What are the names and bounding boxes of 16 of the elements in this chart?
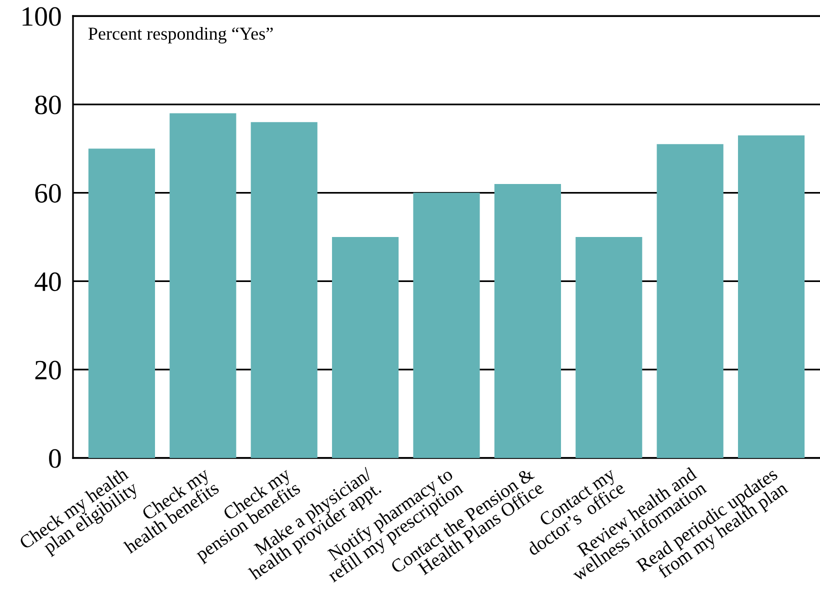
bar (494, 184, 561, 458)
bar (332, 237, 399, 458)
bar (88, 148, 156, 458)
y-tick-label: 80 (35, 96, 61, 114)
bar (250, 122, 318, 458)
bar (576, 237, 642, 458)
y-tick-label: 100 (22, 7, 61, 26)
bar (738, 135, 805, 458)
bar (413, 192, 480, 458)
annotation: Percent responding “Yes” (88, 27, 273, 44)
bar (656, 144, 724, 458)
y-tick-label: 40 (34, 272, 61, 292)
y-tick-label: 0 (49, 449, 61, 468)
y-tick-label: 20 (35, 360, 61, 380)
bar (170, 113, 236, 458)
y-tick-label: 60 (35, 184, 61, 203)
